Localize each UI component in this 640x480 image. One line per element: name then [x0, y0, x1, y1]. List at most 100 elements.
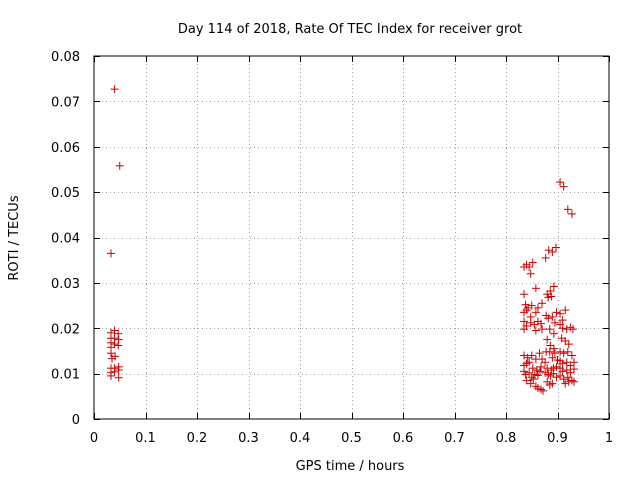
y-tick-label: 0.03	[51, 277, 80, 292]
data-point	[544, 370, 553, 379]
data-point	[531, 284, 540, 293]
data-point	[569, 365, 578, 374]
data-point	[114, 365, 123, 374]
data-point	[548, 248, 557, 257]
data-point	[527, 301, 536, 310]
data-point	[528, 258, 537, 267]
data-point	[559, 182, 568, 191]
x-tick-label: 0.9	[547, 431, 568, 446]
data-point	[548, 312, 557, 321]
data-point	[551, 243, 560, 252]
y-tick-label: 0.06	[51, 141, 80, 156]
x-tick-label: 1	[605, 431, 613, 446]
x-tick-labels: 0 0.1 0.2 0.3 0.4 0.5 0.6 0.7 0.8 0.9 1	[90, 431, 613, 446]
x-tick-label: 0.7	[444, 431, 465, 446]
x-tick-label: 0.6	[393, 431, 414, 446]
data-point	[561, 336, 570, 345]
data-point	[564, 340, 573, 349]
data-point	[527, 351, 536, 360]
data-point	[567, 351, 576, 360]
data-point	[546, 341, 555, 350]
y-tick-labels: 0 0.01 0.02 0.03 0.04 0.05 0.06 0.07 0.08	[51, 50, 80, 428]
data-point	[550, 349, 559, 358]
data-point	[525, 368, 534, 377]
data-point	[568, 325, 577, 334]
data-point	[556, 178, 565, 187]
data-point	[533, 371, 542, 380]
data-point	[559, 375, 568, 384]
data-point	[111, 352, 120, 361]
data-point	[525, 358, 534, 367]
data-point	[561, 379, 570, 388]
data-point	[531, 326, 540, 335]
x-tick-label: 0	[90, 431, 98, 446]
data-point	[526, 269, 535, 278]
data-point	[559, 349, 568, 358]
data-point	[535, 367, 544, 376]
data-point	[110, 85, 119, 94]
data-point	[520, 317, 529, 326]
data-point	[541, 253, 550, 262]
data-point	[558, 359, 567, 368]
data-point	[538, 299, 547, 308]
data-point	[563, 205, 572, 214]
y-axis-label: ROTI / TECUs	[7, 195, 22, 280]
data-point	[525, 262, 534, 271]
data-point	[558, 316, 567, 325]
data-point	[547, 292, 556, 301]
data-point	[563, 373, 572, 382]
data-point	[530, 320, 539, 329]
data-point	[526, 318, 535, 327]
data-point	[544, 314, 553, 323]
data-point	[545, 325, 554, 334]
data-point	[520, 325, 529, 334]
data-point	[537, 385, 546, 394]
y-tick-label: 0.08	[51, 50, 80, 65]
data-point	[110, 340, 119, 349]
data-point	[531, 382, 540, 391]
data-point	[114, 329, 123, 338]
x-tick-label: 0.2	[187, 431, 208, 446]
data-point	[106, 371, 115, 380]
data-point	[522, 376, 531, 385]
data-point	[552, 373, 561, 382]
y-tick-label: 0.05	[51, 186, 80, 201]
data-point	[520, 290, 529, 299]
x-tick-label: 0.3	[238, 431, 259, 446]
plot-frame	[93, 55, 610, 420]
data-point	[552, 362, 561, 371]
data-point	[537, 319, 546, 328]
data-point	[523, 353, 532, 362]
data-point	[115, 161, 124, 170]
data-point	[546, 287, 555, 296]
data-point	[522, 306, 531, 315]
x-tick-label: 0.8	[496, 431, 517, 446]
x-tick-label: 0.5	[341, 431, 362, 446]
data-points	[106, 85, 578, 395]
data-point	[549, 344, 558, 353]
y-tick-label: 0.07	[51, 95, 80, 110]
x-tick-label: 0.4	[290, 431, 311, 446]
data-point	[106, 249, 115, 258]
data-point	[563, 347, 572, 356]
chart-title: Day 114 of 2018, Rate Of TEC Index for r…	[178, 22, 522, 37]
data-point	[531, 308, 540, 317]
data-point	[569, 358, 578, 367]
data-point	[556, 347, 565, 356]
data-point	[528, 364, 537, 373]
data-point	[537, 362, 546, 371]
data-point	[548, 379, 557, 388]
data-point	[561, 306, 570, 315]
data-point	[567, 209, 576, 218]
data-point	[549, 329, 558, 338]
data-point	[521, 370, 530, 379]
axis-ticks	[94, 56, 610, 420]
data-point	[520, 351, 529, 360]
data-point	[544, 246, 553, 255]
data-point	[526, 379, 535, 388]
data-point	[569, 377, 578, 386]
data-point	[529, 375, 538, 384]
data-point	[538, 325, 547, 334]
grid	[94, 56, 609, 419]
y-tick-label: 0.04	[51, 232, 80, 247]
